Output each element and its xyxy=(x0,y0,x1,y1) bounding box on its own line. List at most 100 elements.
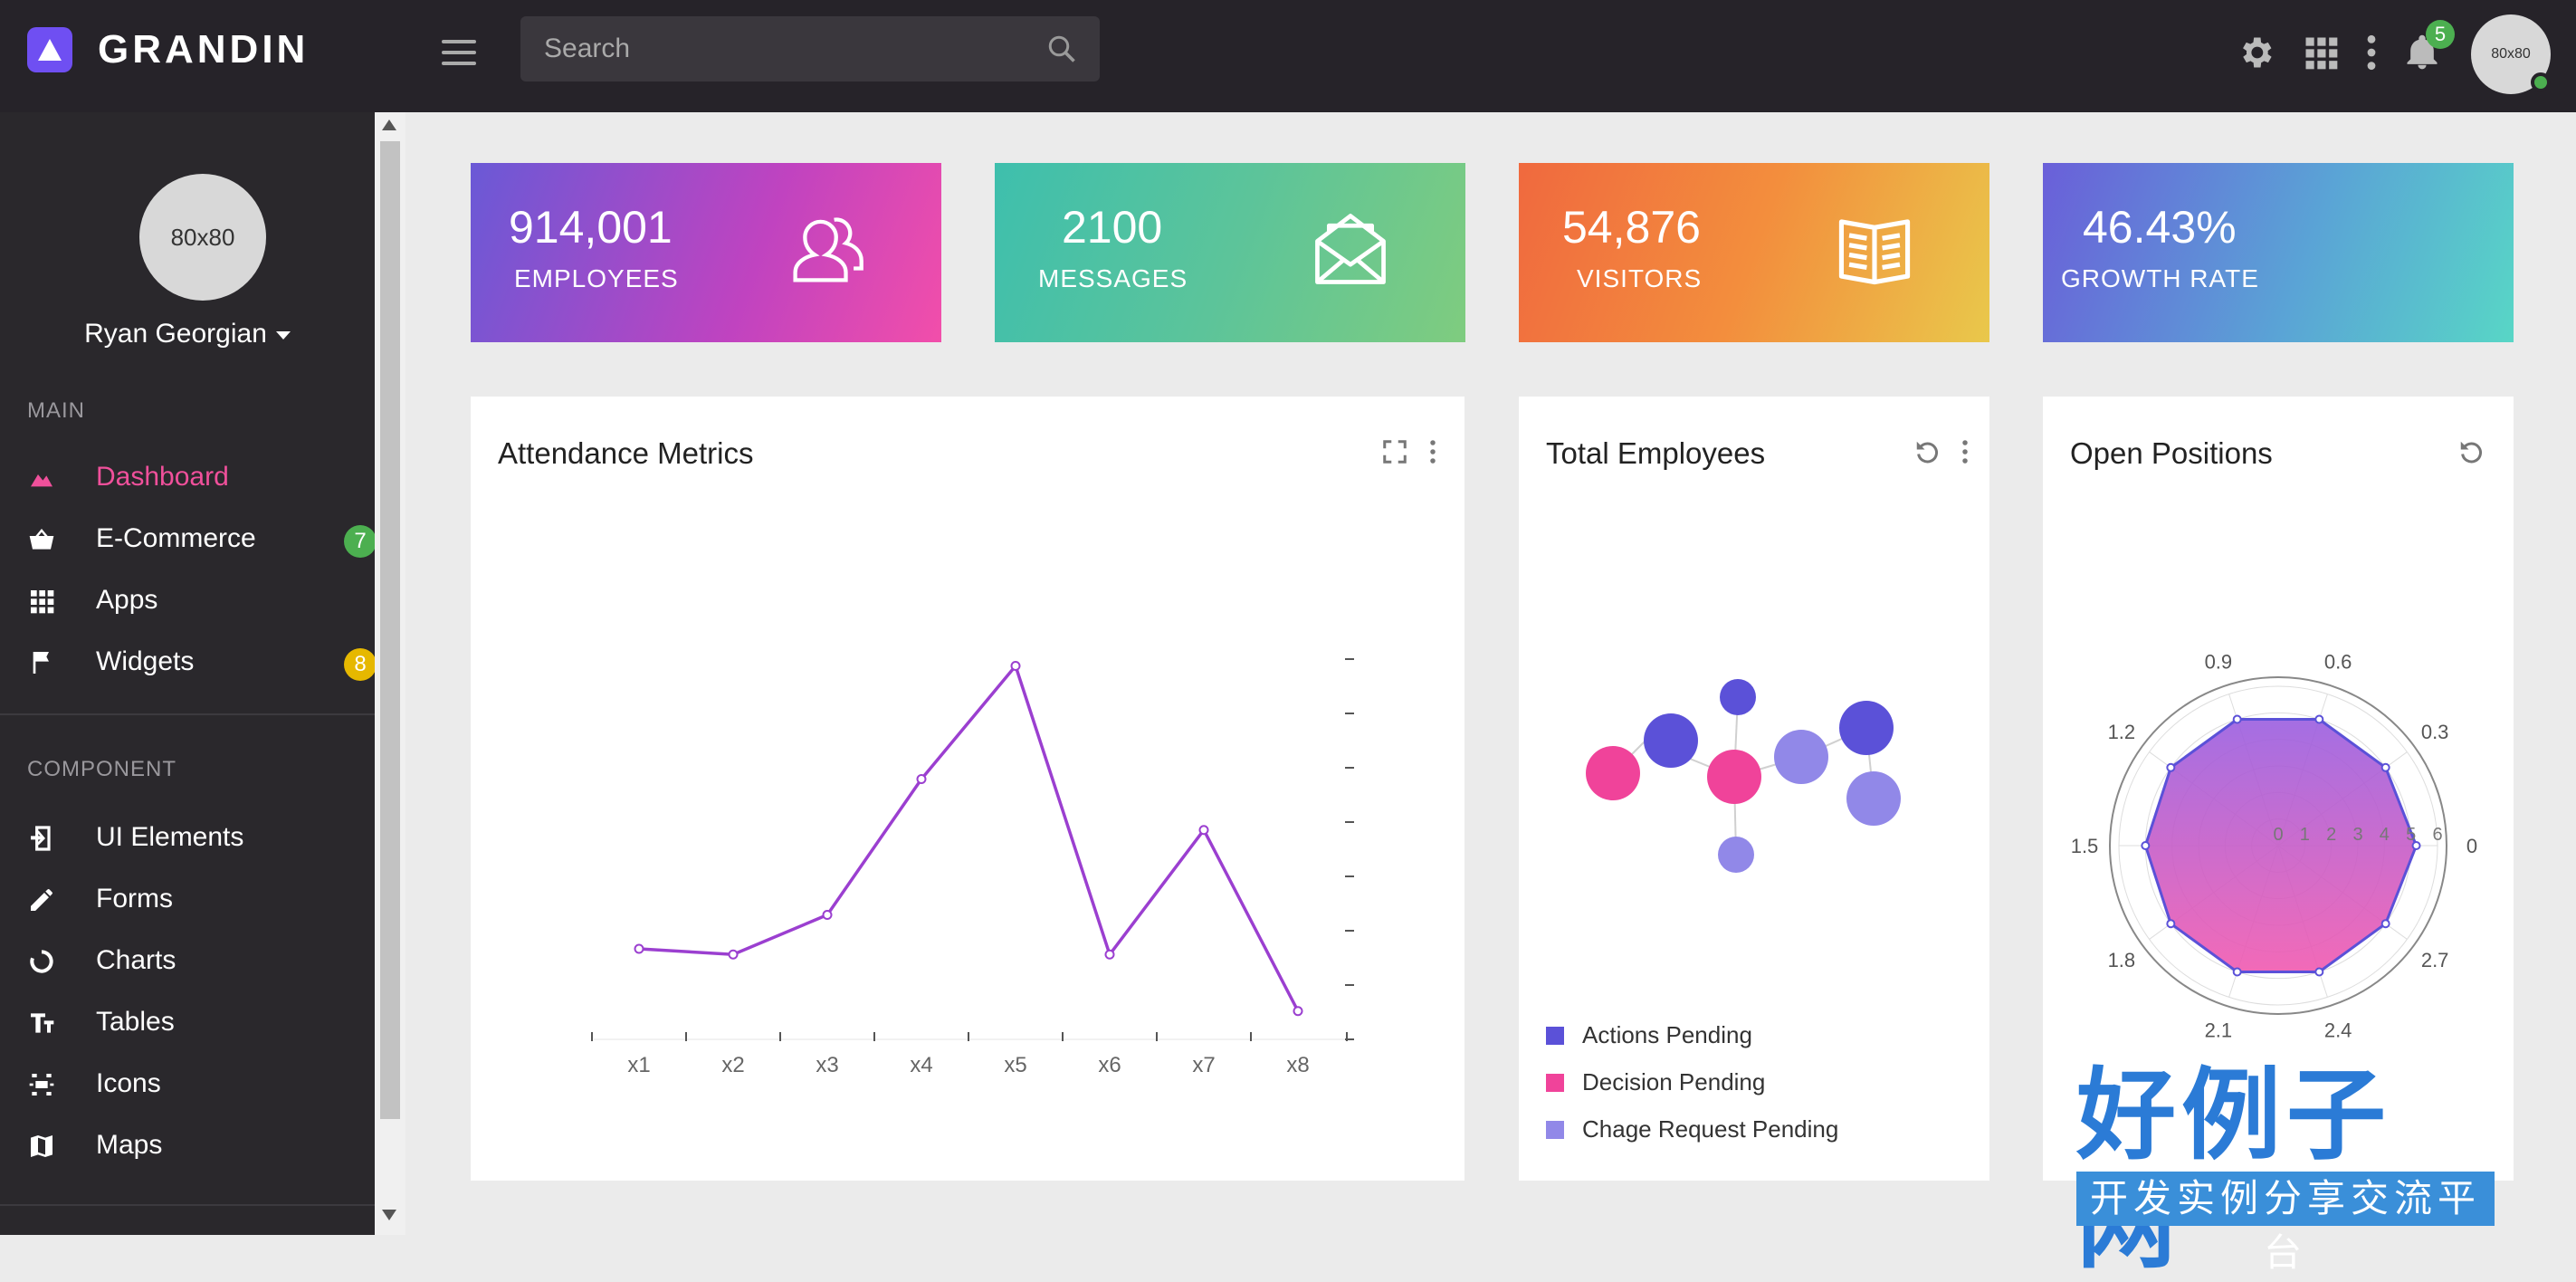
envelope-icon xyxy=(1315,214,1386,284)
sidebar-item-forms[interactable]: Forms xyxy=(0,873,375,927)
data-point xyxy=(634,943,644,954)
radar-radial-tick-label: 1 xyxy=(2300,825,2310,845)
sidebar-item-ui-elements[interactable]: UI Elements xyxy=(0,811,375,866)
radar-radial-tick-label: 0 xyxy=(2273,825,2283,845)
sidebar-item-label: Forms xyxy=(96,884,173,914)
refresh-icon[interactable] xyxy=(2457,438,2485,465)
scrollbar-thumb[interactable] xyxy=(380,141,400,1119)
radar-data-point xyxy=(2314,714,2324,724)
radar-angle-label: 2.1 xyxy=(2205,1019,2233,1042)
more-vertical-icon[interactable] xyxy=(1419,438,1446,465)
x-tick-label: x2 xyxy=(721,1053,744,1077)
radar-angle-label: 0 xyxy=(2466,835,2477,857)
sidebar-item-label: Maps xyxy=(96,1130,163,1160)
ui-elements-icon xyxy=(31,826,51,851)
sidebar-item-label: Icons xyxy=(96,1068,161,1098)
watermark-subtitle: 开发实例分享交流平台 xyxy=(2076,1172,2495,1275)
data-point xyxy=(1010,661,1021,671)
total-employees-card: Total Employees Actions Pending Decision… xyxy=(1519,397,1989,1181)
legend-item-change-request-pending: Chage Request Pending xyxy=(1546,1115,1838,1143)
employee-bubble-graph xyxy=(1586,679,1901,873)
more-vertical-icon[interactable] xyxy=(2352,33,2391,72)
radar-radial-tick-label: 3 xyxy=(2352,825,2362,845)
site-watermark: 好例子网 开发实例分享交流平台 xyxy=(2076,1061,2495,1278)
sidebar-item-label: UI Elements xyxy=(96,822,244,852)
fullscreen-icon[interactable] xyxy=(1381,438,1408,465)
scroll-down-arrow-icon[interactable] xyxy=(382,1210,396,1220)
apps-grid-icon[interactable] xyxy=(2301,33,2341,72)
radar-outer-ring xyxy=(2109,676,2447,1015)
legend-label: Actions Pending xyxy=(1582,1021,1752,1048)
brand-logo[interactable]: GRANDIN xyxy=(27,27,309,72)
profile-name-dropdown[interactable]: Ryan Georgian xyxy=(0,319,375,349)
bubble-node xyxy=(1720,679,1756,715)
more-vertical-icon[interactable] xyxy=(1951,438,1979,465)
sidebar-item-widgets[interactable]: Widgets 8 xyxy=(0,636,375,690)
radar-data-point xyxy=(2141,841,2151,850)
brand-name: GRANDIN xyxy=(98,27,310,72)
settings-gear-icon[interactable] xyxy=(2236,33,2275,72)
open-positions-card: Open Positions 0 0.3 0.6 0.9 1.2 1.5 1.8 2.1 2.4… xyxy=(2043,397,2514,1181)
sidebar-item-label: Dashboard xyxy=(96,462,229,492)
stat-card-messages: 2100 MESSAGES xyxy=(995,163,1465,342)
bubble-node xyxy=(1718,837,1754,873)
radar-angle-label: 0.6 xyxy=(2324,650,2352,673)
menu-toggle-icon[interactable] xyxy=(442,40,476,67)
stat-value: 914,001 xyxy=(509,202,673,253)
bubble-node xyxy=(1839,701,1894,755)
notification-count-badge: 5 xyxy=(2426,20,2455,49)
radar-angle-label: 1.2 xyxy=(2108,721,2136,743)
legend-label: Chage Request Pending xyxy=(1582,1115,1839,1143)
bubble-node xyxy=(1846,771,1901,826)
radar-data-point xyxy=(2411,841,2421,850)
sidebar-item-apps[interactable]: Apps xyxy=(0,574,375,628)
scroll-up-arrow-icon[interactable] xyxy=(382,120,396,130)
chart-circle-icon xyxy=(30,950,53,973)
radar-angle-label: 0.9 xyxy=(2205,650,2233,673)
sidebar-divider xyxy=(0,1204,375,1206)
sidebar-item-label: Widgets xyxy=(96,646,195,676)
data-point xyxy=(1104,949,1115,960)
data-point xyxy=(728,949,739,960)
card-title: Open Positions xyxy=(2070,436,2273,470)
radar-radial-tick-label: 4 xyxy=(2380,825,2390,845)
x-tick-label: x3 xyxy=(816,1053,838,1077)
legend-item-decision-pending: Decision Pending xyxy=(1546,1068,1765,1096)
sidebar-item-maps[interactable]: Maps xyxy=(0,1119,375,1173)
radar-data-point xyxy=(2166,762,2176,772)
stat-label: EMPLOYEES xyxy=(514,264,679,292)
sidebar-item-ecommerce[interactable]: E-Commerce 7 xyxy=(0,512,375,567)
section-title-main: MAIN xyxy=(27,398,85,423)
sidebar-item-dashboard[interactable]: Dashboard xyxy=(0,451,375,505)
search-input[interactable] xyxy=(544,16,1015,81)
search-icon[interactable] xyxy=(1045,33,1078,65)
bubble-node xyxy=(1774,730,1828,784)
attendance-line-chart: x1 x2 x3 x4 x5 x6 x7 x8 xyxy=(591,658,1354,1077)
attendance-series-line xyxy=(638,662,1300,1012)
x-tick-label: x5 xyxy=(1004,1053,1026,1077)
radar-angle-label: 2.4 xyxy=(2324,1019,2352,1042)
profile-avatar[interactable]: 80x80 xyxy=(139,174,266,301)
radar-data-point xyxy=(2232,714,2242,724)
map-icon xyxy=(31,1135,52,1157)
legend-label: Decision Pending xyxy=(1582,1068,1766,1095)
dashboard-icon xyxy=(31,474,52,487)
sidebar: 80x80 Ryan Georgian MAIN Dashboard E-Com… xyxy=(0,112,375,1235)
radar-radial-tick-label: 5 xyxy=(2406,825,2416,845)
refresh-icon[interactable] xyxy=(1913,438,1941,465)
legend-swatch xyxy=(1546,1121,1564,1139)
users-icon xyxy=(793,217,863,282)
profile-name: Ryan Georgian xyxy=(84,319,267,349)
sidebar-scrollbar[interactable] xyxy=(375,112,405,1235)
radar-data-point xyxy=(2166,919,2176,929)
stat-label: VISITORS xyxy=(1577,264,1703,292)
sidebar-item-icons[interactable]: Icons xyxy=(0,1057,375,1112)
ecommerce-count-badge: 7 xyxy=(344,525,375,558)
bubble-node xyxy=(1707,750,1761,804)
stat-value: 46.43% xyxy=(2083,202,2237,253)
sidebar-item-tables[interactable]: Tables xyxy=(0,996,375,1050)
stat-card-employees: 914,001 EMPLOYEES xyxy=(471,163,941,342)
sidebar-item-charts[interactable]: Charts xyxy=(0,934,375,989)
card-title: Attendance Metrics xyxy=(498,436,754,470)
grid-icon xyxy=(31,590,54,614)
